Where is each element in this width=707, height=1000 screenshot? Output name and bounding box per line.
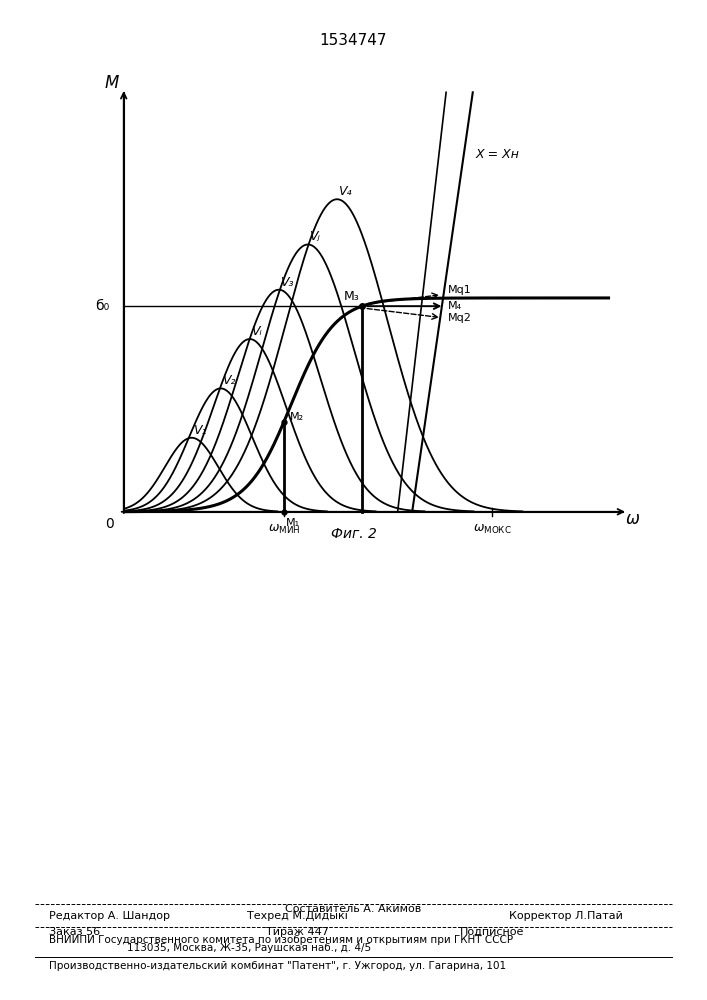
Text: М₄: М₄ [448, 301, 462, 311]
Text: Мq2: Мq2 [448, 313, 472, 323]
Text: Vᵢ: Vᵢ [251, 325, 262, 338]
Text: V₁: V₁ [192, 424, 206, 437]
Text: 113035, Москва, Ж-35, Раушская наб., д. 4/5: 113035, Москва, Ж-35, Раушская наб., д. … [127, 943, 371, 953]
Text: X = Xн: X = Xн [475, 148, 519, 161]
Text: M₃: M₃ [344, 290, 359, 303]
Text: Мq1: Мq1 [448, 285, 472, 295]
Text: $\omega_{\rm МИН}$: $\omega_{\rm МИН}$ [267, 523, 300, 536]
Text: V₃: V₃ [280, 276, 293, 289]
Text: Производственно-издательский комбинат "Патент", г. Ужгород, ул. Гагарина, 101: Производственно-издательский комбинат "П… [49, 961, 507, 971]
Text: V₂: V₂ [222, 374, 235, 387]
Text: Тираж 447: Тираж 447 [266, 927, 328, 937]
Text: $\omega_{\rm МОКС}$: $\omega_{\rm МОКС}$ [473, 523, 512, 536]
Text: M₂: M₂ [290, 412, 303, 422]
Text: Составитель А. Акимов: Составитель А. Акимов [286, 904, 421, 914]
Text: M: M [105, 74, 119, 92]
Text: 1534747: 1534747 [320, 33, 387, 48]
Text: V₄: V₄ [338, 185, 351, 198]
Text: ВНИИПИ Государственного комитета по изобретениям и открытиям при ГКНТ СССР: ВНИИПИ Государственного комитета по изоб… [49, 935, 513, 945]
Text: Фиг. 2: Фиг. 2 [331, 527, 376, 541]
Text: 0: 0 [105, 517, 114, 531]
Text: Vⱼ: Vⱼ [309, 230, 320, 243]
Text: Техред М.Дидыкі: Техред М.Дидыкі [247, 911, 347, 921]
Text: Заказ 56: Заказ 56 [49, 927, 100, 937]
Text: Подписное: Подписное [460, 927, 524, 937]
Text: б₀: б₀ [95, 299, 109, 313]
Text: ω: ω [626, 510, 640, 528]
Text: M₁: M₁ [286, 518, 300, 528]
Text: Редактор А. Шандор: Редактор А. Шандор [49, 911, 170, 921]
Text: Корректор Л.Патай: Корректор Л.Патай [509, 911, 623, 921]
